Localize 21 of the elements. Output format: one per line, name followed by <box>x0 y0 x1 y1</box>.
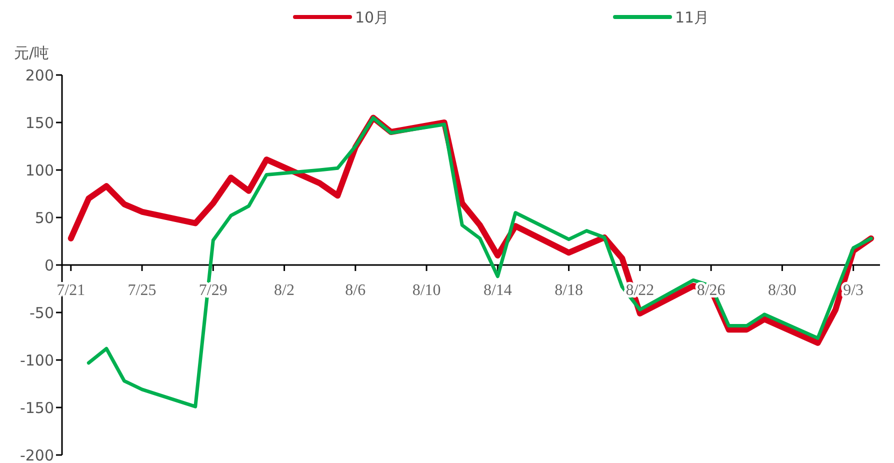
x-tick-label: 8/14 <box>483 282 512 299</box>
legend-label: 11月 <box>675 8 710 26</box>
line-series <box>86 116 873 408</box>
x-tick-label: 8/30 <box>768 282 796 299</box>
y-tick-label: 150 <box>25 114 54 132</box>
x-tick-label: 8/18 <box>554 282 584 299</box>
y-tick-label: 200 <box>25 66 54 84</box>
y-tick-label: 50 <box>34 208 54 227</box>
legend-label: 10月 <box>355 8 390 26</box>
x-tick-label: 8/6 <box>345 282 366 299</box>
y-tick-label: 0 <box>44 256 54 274</box>
y-tick-label: -150 <box>20 398 54 417</box>
y-axis-title: 元/吨 <box>14 44 50 62</box>
x-tick-label: 9/3 <box>843 282 864 299</box>
y-tick-label: -100 <box>20 351 54 370</box>
y-tick-label: -50 <box>30 304 54 322</box>
y-tick-label: -200 <box>20 446 54 463</box>
x-tick-label: 7/25 <box>128 282 156 299</box>
y-tick-label: 100 <box>25 161 54 180</box>
x-tick-label: 8/2 <box>274 282 295 299</box>
x-tick-label: 8/10 <box>412 282 441 299</box>
